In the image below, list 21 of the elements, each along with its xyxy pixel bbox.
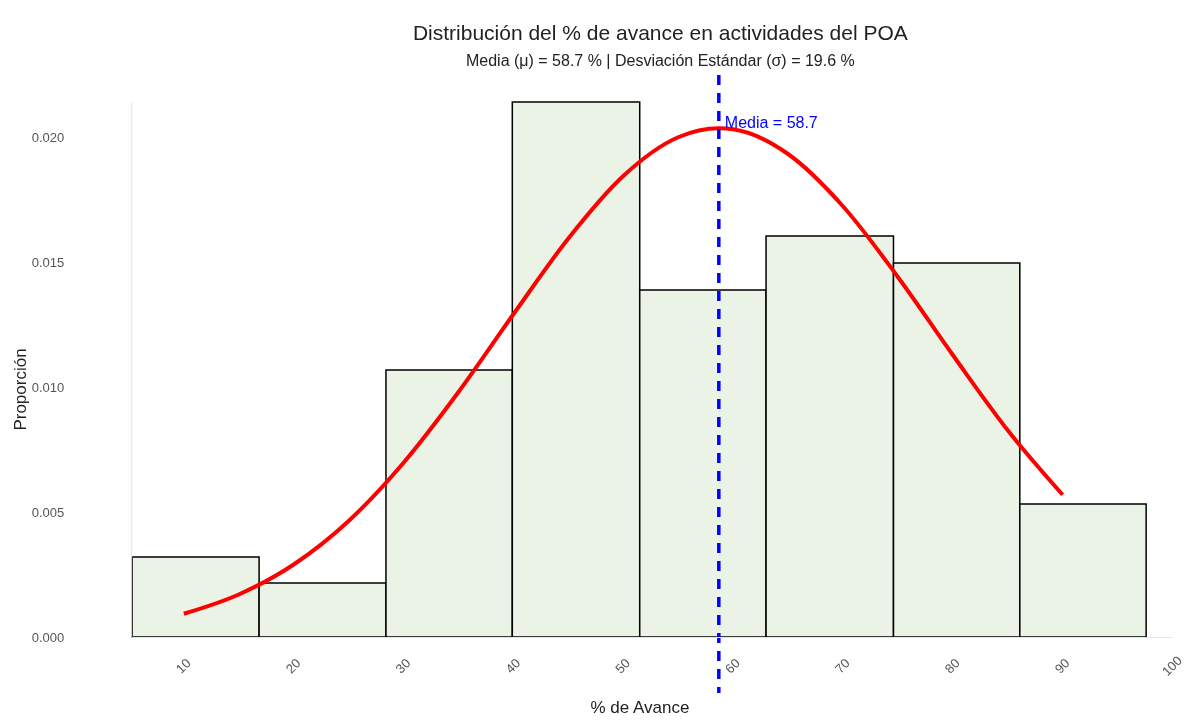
- x-tick-label: 80: [941, 655, 963, 677]
- ref-line-label: Media = 58.7: [724, 114, 818, 131]
- chart-title: Distribución del % de avance en actividades del POA: [412, 21, 908, 44]
- y-tick-label: 0.020: [31, 129, 65, 145]
- x-tick-label: 70: [831, 655, 853, 677]
- x-tick-label: 40: [502, 655, 524, 677]
- y-tick-label: 0.015: [31, 254, 65, 270]
- y-tick-label: 0.005: [31, 504, 65, 520]
- chart-subtitle: Media (μ) = 58.7 % | Desviación Estándar (σ) = 19.6 %: [465, 52, 855, 69]
- x-tick-label: 20: [282, 655, 304, 677]
- x-tick-label: 30: [392, 655, 414, 677]
- x-tick-label: 50: [612, 655, 634, 677]
- x-tick-label: 90: [1051, 655, 1073, 677]
- x-tick-label: 60: [722, 655, 743, 677]
- y-axis-title: Proporción: [11, 348, 30, 431]
- x-tick-label: 10: [172, 655, 194, 677]
- x-tick-label: 100: [1158, 652, 1185, 679]
- line-series: [181, 126, 1065, 616]
- y-tick-label: 0.010: [31, 379, 65, 395]
- y-tick-label: 0.000: [31, 629, 65, 645]
- x-axis-title: % de Avance: [590, 698, 690, 717]
